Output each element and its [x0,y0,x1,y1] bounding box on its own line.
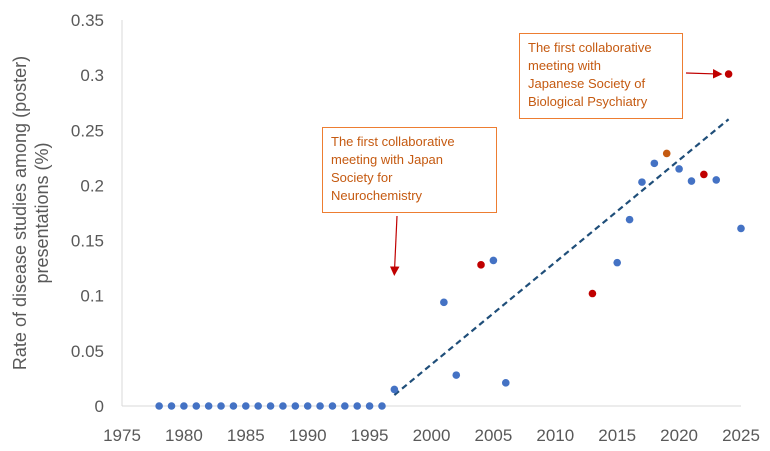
y-tick-label: 0 [95,397,104,416]
annotation-2-line-1: The first collaborative [528,40,652,55]
data-point-series-1 [155,402,163,410]
annotation-1-line-3: Society for [331,170,393,185]
data-point-series-1 [328,402,337,410]
annotation-2-line-3: Japanese Society of [528,76,646,91]
x-tick-label: 2010 [536,426,574,445]
x-tick-label: 1975 [103,426,141,445]
x-tick-label: 1995 [351,426,389,445]
data-point-series-1 [303,402,312,410]
annotation-1-arrow [389,215,400,277]
data-point-series-2 [588,289,597,298]
y-axis-label: Rate of disease studies among (poster) p… [10,56,52,370]
data-point-series-1 [180,402,188,410]
x-tick-label: 1980 [165,426,203,445]
data-point-series-1 [353,402,362,410]
data-point-series-1 [341,402,349,410]
data-point-series-1 [242,402,250,410]
data-point-series-1 [378,402,386,410]
y-tick-label: 0.25 [71,121,104,140]
data-point-series-1 [167,402,176,410]
y-tick-label: 0.3 [80,66,104,85]
data-point-series-1 [638,178,646,186]
data-point-series-1 [229,402,238,410]
y-tick-label: 0.1 [80,287,104,306]
data-points [155,70,745,410]
data-point-series-1 [675,165,683,173]
data-point-series-1 [712,176,721,184]
x-tick-label: 2020 [660,426,698,445]
annotation-1-line-4: Neurochemistry [331,188,423,203]
data-point-series-1 [390,385,399,394]
data-point-series-1 [291,402,300,410]
data-point-series-1 [440,298,448,307]
trendline [393,118,730,396]
y-tick-labels: 0 0.05 0.1 0.15 0.2 0.25 0.3 0.35 [71,11,104,416]
data-point-series-1 [613,258,621,267]
data-point-series-1 [204,402,213,410]
data-point-series-1 [489,256,498,265]
annotation-2-line-4: Biological Psychiatry [528,94,648,109]
y-tick-label: 0.35 [71,11,104,30]
data-point-series-1 [737,224,745,233]
data-point-series-2 [477,261,485,269]
data-point-series-1 [501,379,510,387]
data-point-series-1 [650,159,659,168]
x-tick-label: 1985 [227,426,265,445]
data-point-series-1 [254,402,262,410]
data-point-series-1 [316,402,324,410]
annotation-1-line-2: meeting with Japan [331,152,444,167]
annotation-2-arrow [685,69,723,79]
x-tick-labels: 1975 1980 1985 1990 1995 2000 2005 2010 2015 2020… [103,426,760,445]
data-point-series-1 [687,177,696,185]
x-tick-label: 2015 [598,426,636,445]
data-point-series-1 [279,402,287,410]
data-point-series-1 [217,402,225,410]
annotation-1-line-1: The first collaborative [331,134,455,149]
y-axis-label-line-2: presentations (%) [32,142,52,283]
data-point-series-1 [266,402,275,410]
annotation-biological-psychiatry: The first collaborative meeting with Jap… [519,33,683,119]
y-tick-label: 0.05 [71,342,104,361]
x-tick-label: 2005 [474,426,512,445]
data-point-series-1 [192,402,201,410]
data-point-series-1 [625,215,634,224]
data-point-series-2 [724,70,733,78]
data-point-series-2 [700,170,708,179]
data-point-series-1 [452,371,461,379]
y-tick-label: 0.15 [71,232,104,251]
x-tick-label: 1990 [289,426,327,445]
annotation-neurochemistry: The first collaborative meeting with Jap… [322,127,497,213]
y-tick-label: 0.2 [80,176,104,195]
x-tick-label: 2000 [413,426,451,445]
annotation-2-line-2: meeting with [528,58,601,73]
y-axis-label-line-1: Rate of disease studies among (poster) [10,56,30,370]
x-tick-label: 2025 [722,426,760,445]
data-point-series-1 [365,402,374,410]
data-point-series-3 [662,149,671,158]
